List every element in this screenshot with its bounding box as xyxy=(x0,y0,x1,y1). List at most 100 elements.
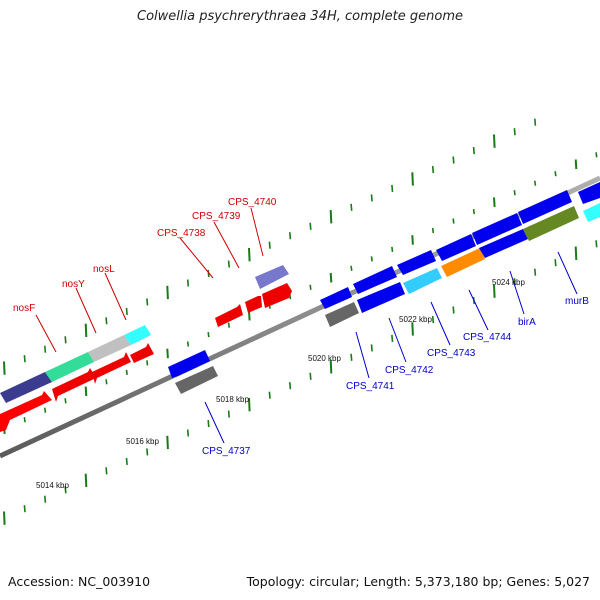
gene-nosF-arrow[interactable] xyxy=(0,391,52,432)
scale-tick xyxy=(493,197,496,207)
leader-lines xyxy=(35,207,578,444)
gene-CPS_4742-lower[interactable] xyxy=(357,282,405,313)
gene-CPS_4738-arrow[interactable] xyxy=(215,304,243,327)
scale-tick xyxy=(513,278,516,286)
scale-tick xyxy=(227,410,230,418)
scale-tick xyxy=(350,265,353,271)
label-nosY: nosY xyxy=(62,279,85,290)
scale-tick xyxy=(554,259,557,267)
gene-red-small-1[interactable] xyxy=(130,343,154,363)
scale-tick xyxy=(186,429,190,437)
gene-CPS_4741-arrow[interactable] xyxy=(320,287,352,309)
scale-tick xyxy=(227,322,230,328)
gene-CPS_4744-arrow[interactable] xyxy=(436,234,476,261)
scale-tick xyxy=(574,159,578,170)
scale-tick xyxy=(411,172,414,186)
label-CPS_4744: CPS_4744 xyxy=(463,332,512,343)
gene-CPS_4743-arrow[interactable] xyxy=(397,250,436,275)
scale-tick xyxy=(3,511,6,525)
scale-tick xyxy=(452,218,455,224)
scale-tick xyxy=(309,222,312,230)
scale-tick xyxy=(493,134,496,148)
scale-tick xyxy=(186,279,190,287)
scale-tick xyxy=(3,361,6,375)
scale-tick xyxy=(513,128,516,136)
scale-tick xyxy=(431,227,435,234)
gene-murB-olive[interactable] xyxy=(523,206,579,241)
gene-birA-lower[interactable] xyxy=(479,229,528,258)
scale-tick xyxy=(125,307,128,315)
scale-tick xyxy=(452,306,455,314)
reverse-features xyxy=(168,182,600,394)
scale-tick xyxy=(105,379,108,385)
scale-tick xyxy=(207,332,210,338)
scale-tick xyxy=(350,353,353,361)
scale-tick xyxy=(411,235,414,245)
gene-birA-arrow[interactable] xyxy=(472,213,522,245)
scale-tick xyxy=(391,334,394,342)
gene-CPS_4740-arrow[interactable] xyxy=(262,283,292,308)
label-CPS_4740: CPS_4740 xyxy=(228,197,277,208)
gene-CPS_4744-orange[interactable] xyxy=(441,248,485,277)
scale-tick xyxy=(391,246,394,252)
scale-tick xyxy=(370,344,373,352)
scale-tick xyxy=(329,272,333,283)
gene-labels: nosF nosY nosL CPS_4738 CPS_4739 CPS_474… xyxy=(13,197,589,457)
scale-label-5018: 5018 kbp xyxy=(216,395,249,404)
scale-tick xyxy=(431,315,435,324)
gene-CPS_4739-arrow[interactable] xyxy=(245,296,262,313)
scale-tick xyxy=(44,407,47,413)
scale-tick xyxy=(329,360,333,374)
feature-band-purple[interactable] xyxy=(0,372,52,403)
scale-tracks xyxy=(3,118,598,525)
gene-CPS_4737-arrow[interactable] xyxy=(168,350,210,378)
scale-tick xyxy=(125,369,128,375)
feature-band-cyan[interactable] xyxy=(124,325,151,345)
scale-tick xyxy=(329,210,333,224)
label-murB: murB xyxy=(565,296,589,307)
scale-tick xyxy=(431,165,435,174)
scale-tick xyxy=(146,448,149,456)
scale-tick xyxy=(268,241,271,249)
gene-CPS_4740-purple[interactable] xyxy=(255,265,289,289)
scale-tick xyxy=(248,397,251,412)
scale-tick xyxy=(84,473,88,488)
gene-edge-cyan[interactable] xyxy=(583,203,600,222)
gene-CPS_4742-arrow[interactable] xyxy=(353,266,397,294)
scale-tick xyxy=(268,391,271,399)
scale-tick xyxy=(574,246,578,260)
gene-edge-blue[interactable] xyxy=(578,182,600,204)
scale-tick xyxy=(391,184,394,192)
scale-tick xyxy=(166,348,169,359)
label-CPS_4738: CPS_4738 xyxy=(157,228,206,239)
gene-murB-arrow[interactable] xyxy=(518,190,572,224)
scale-tick xyxy=(289,382,292,390)
scale-tick xyxy=(534,268,537,276)
gene-CPS_4743-cyan[interactable] xyxy=(403,268,442,294)
gene-nosL-arrow[interactable] xyxy=(92,352,131,384)
scale-tick xyxy=(64,398,67,404)
scale-tick xyxy=(64,336,67,344)
scale-tick xyxy=(289,232,292,240)
scale-tick xyxy=(166,285,169,300)
scale-tick xyxy=(227,260,230,268)
accession-text: Accession: NC_003910 xyxy=(8,574,151,589)
scale-tick xyxy=(554,171,557,177)
scale-tick xyxy=(23,417,26,423)
label-CPS_4742: CPS_4742 xyxy=(385,365,434,376)
gene-CPS_4737-grey[interactable] xyxy=(175,366,218,394)
label-CPS_4739: CPS_4739 xyxy=(192,211,241,222)
scale-tick xyxy=(493,284,496,298)
feature-band-grey[interactable] xyxy=(88,335,131,362)
gene-CPS_4741-grey[interactable] xyxy=(325,302,359,327)
feature-band-green[interactable] xyxy=(45,352,94,382)
label-birA: birA xyxy=(518,317,536,328)
label-CPS_4741: CPS_4741 xyxy=(346,381,395,392)
gene-nosY-arrow[interactable] xyxy=(52,368,96,402)
scale-tick xyxy=(166,435,169,450)
scale-tick xyxy=(472,209,475,215)
scale-label-5024: 5024 kbp xyxy=(492,278,525,287)
scale-tick xyxy=(370,256,373,262)
scale-tick xyxy=(23,355,26,363)
